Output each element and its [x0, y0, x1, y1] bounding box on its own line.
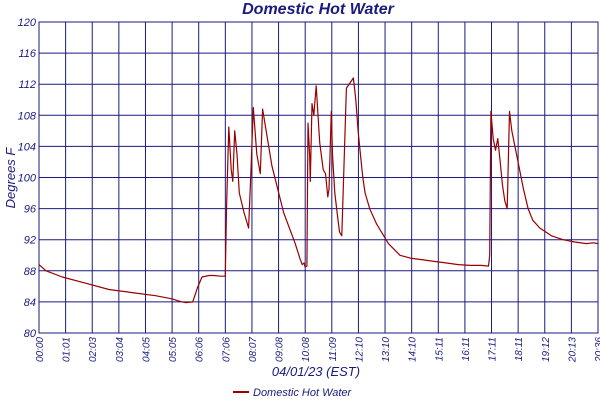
x-tick-label: 03:04 [115, 337, 126, 362]
x-tick-label: 16:11 [461, 337, 472, 361]
series-line-0 [38, 77, 599, 304]
x-tick-label: 20:36 [594, 337, 600, 363]
x-tick-label: 18:11 [514, 337, 525, 361]
x-tick-label: 00:00 [35, 337, 46, 362]
y-tick-label: 80 [24, 328, 37, 340]
y-axis-label: Degrees F [3, 147, 18, 209]
y-tick-label: 112 [18, 79, 36, 91]
x-tick-label: 08:07 [248, 337, 259, 362]
x-tick-labels: 00:00 01:01 02:03 03:04 04:05 05:05 06:06 07:06… [35, 337, 600, 363]
x-tick-label: 06:06 [195, 337, 206, 362]
y-tick-label: 96 [24, 204, 37, 216]
y-tick-label: 108 [18, 110, 37, 122]
y-tick-label: 100 [18, 173, 37, 185]
y-tick-labels: 80 84 88 92 96 100 104 108 112 116 120 [18, 17, 37, 340]
x-tick-label: 09:08 [275, 337, 286, 362]
x-tick-label: 10:08 [301, 337, 312, 362]
x-tick-label: 15:11 [434, 337, 445, 361]
y-tick-label: 88 [24, 266, 37, 278]
x-tick-label: 19:12 [541, 337, 552, 362]
x-tick-label: 20:13 [567, 337, 578, 363]
x-tick-label: 01:01 [62, 337, 73, 362]
y-tick-label: 116 [18, 48, 36, 60]
x-axis-label: 04/01/23 (EST) [272, 364, 360, 379]
legend: Domestic Hot Water [233, 387, 353, 399]
y-tick-label: 84 [24, 297, 36, 309]
x-tick-label: 14:10 [408, 337, 419, 362]
x-tick-label: 05:05 [168, 337, 179, 362]
x-tick-label: 13:10 [381, 337, 392, 362]
x-tick-label: 17:11 [488, 337, 499, 361]
y-tick-label: 104 [18, 141, 36, 153]
x-tick-label: 12:10 [354, 337, 365, 362]
series-group [38, 77, 599, 304]
chart-title: Domestic Hot Water [242, 1, 395, 18]
x-tick-label: 04:05 [141, 337, 152, 362]
x-tick-label: 02:03 [88, 337, 99, 362]
y-tick-label: 120 [18, 17, 37, 29]
x-tick-label: 11:09 [328, 337, 339, 362]
plot-frame [38, 21, 599, 334]
legend-label: Domestic Hot Water [253, 387, 353, 399]
x-tick-label: 07:06 [221, 337, 232, 362]
y-tick-label: 92 [24, 235, 36, 247]
